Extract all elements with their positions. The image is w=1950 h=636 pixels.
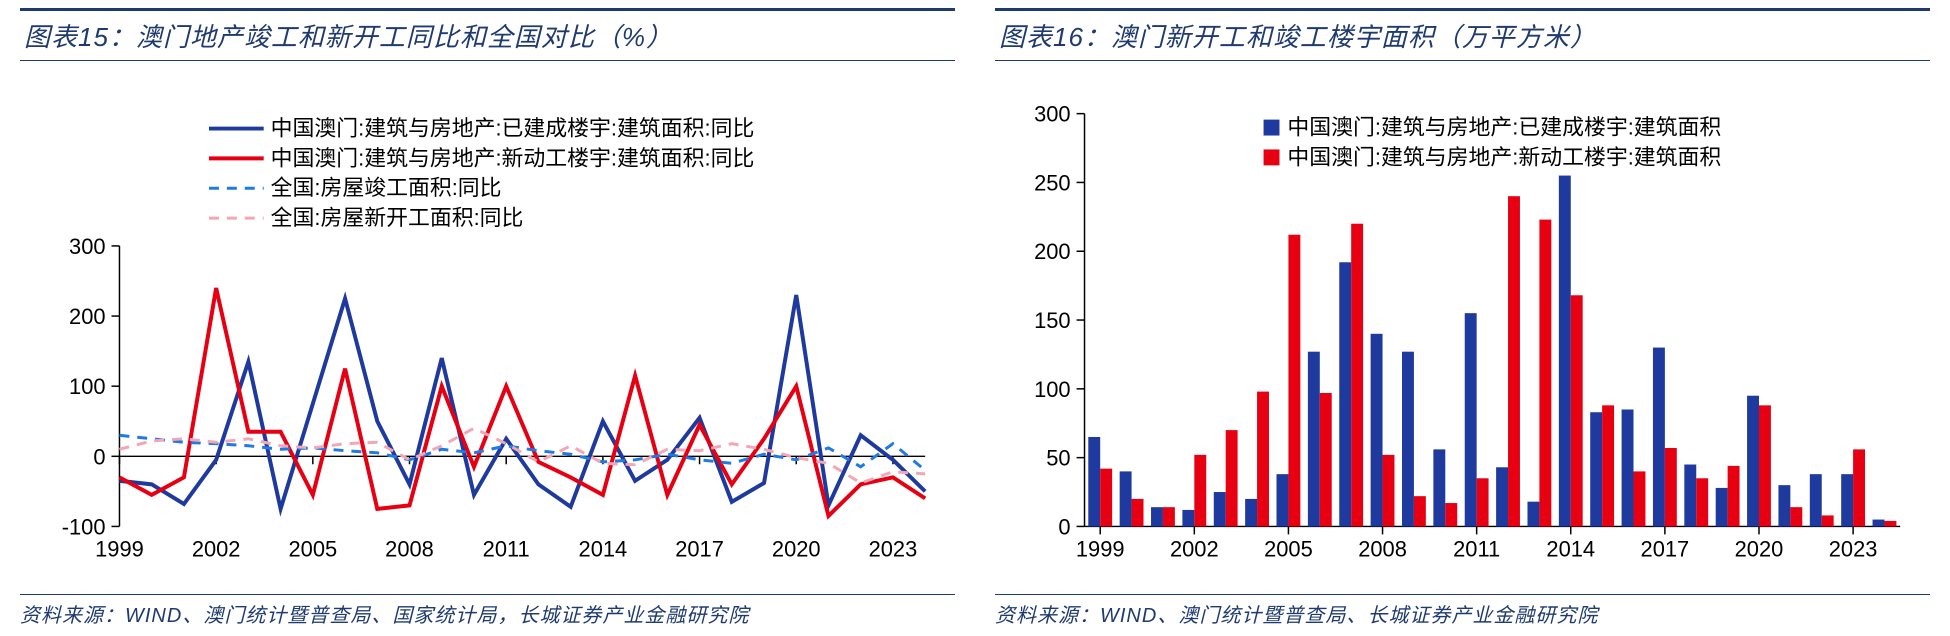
left-chart-title: 图表15：澳门地产竣工和新开工同比和全国对比（%） — [20, 8, 955, 61]
svg-text:0: 0 — [93, 444, 105, 469]
right-chart-area: 0 50 100 150 200 250 300 1999 2002 2005 2008 2011 20… — [995, 61, 1930, 594]
svg-text:2023: 2023 — [869, 536, 918, 561]
svg-text:全国:房屋竣工面积:同比: 全国:房屋竣工面积:同比 — [271, 175, 502, 200]
svg-text:2023: 2023 — [1829, 536, 1878, 561]
svg-text:2014: 2014 — [1546, 536, 1595, 561]
svg-text:50: 50 — [1046, 446, 1070, 471]
svg-text:2017: 2017 — [1641, 536, 1690, 561]
right-source: 资料来源：WIND、澳门统计暨普查局、长城证券产业金融研究院 — [995, 594, 1930, 628]
right-bar-chart: 0 50 100 150 200 250 300 1999 2002 2005 2008 2011 20… — [995, 61, 1930, 594]
svg-text:2008: 2008 — [1358, 536, 1407, 561]
svg-text:2014: 2014 — [579, 536, 628, 561]
svg-text:100: 100 — [1034, 377, 1071, 402]
svg-text:2011: 2011 — [483, 536, 530, 561]
svg-text:2005: 2005 — [288, 536, 337, 561]
right-chart-title: 图表16：澳门新开工和竣工楼宇面积（万平方米） — [995, 8, 1930, 61]
left-panel: 图表15：澳门地产竣工和新开工同比和全国对比（%） -1000100200300… — [0, 0, 975, 636]
svg-text:中国澳门:建筑与房地产:已建成楼宇:建筑面积: 中国澳门:建筑与房地产:已建成楼宇:建筑面积 — [1287, 115, 1721, 140]
svg-text:200: 200 — [1034, 239, 1071, 264]
svg-text:300: 300 — [1034, 102, 1071, 127]
svg-text:100: 100 — [69, 374, 106, 399]
svg-text:全国:房屋新开工面积:同比: 全国:房屋新开工面积:同比 — [271, 205, 524, 230]
svg-text:200: 200 — [69, 304, 106, 329]
svg-text:300: 300 — [69, 234, 106, 259]
svg-text:中国澳门:建筑与房地产:新动工楼宇:建筑面积:同比: 中国澳门:建筑与房地产:新动工楼宇:建筑面积:同比 — [271, 145, 755, 170]
svg-text:1999: 1999 — [95, 536, 144, 561]
svg-text:250: 250 — [1034, 170, 1071, 195]
svg-text:中国澳门:建筑与房地产:新动工楼宇:建筑面积: 中国澳门:建筑与房地产:新动工楼宇:建筑面积 — [1287, 144, 1721, 169]
svg-text:2011: 2011 — [1453, 536, 1500, 561]
left-line-chart: -100010020030019992002200520082011201420… — [20, 61, 955, 594]
svg-text:2005: 2005 — [1264, 536, 1313, 561]
svg-text:2020: 2020 — [772, 536, 821, 561]
right-panel: 图表16：澳门新开工和竣工楼宇面积（万平方米） 0 50 100 150 200 250 3… — [975, 0, 1950, 636]
svg-text:1999: 1999 — [1076, 536, 1125, 561]
svg-text:2017: 2017 — [675, 536, 724, 561]
svg-text:中国澳门:建筑与房地产:已建成楼宇:建筑面积:同比: 中国澳门:建筑与房地产:已建成楼宇:建筑面积:同比 — [271, 116, 755, 141]
svg-text:2002: 2002 — [192, 536, 241, 561]
left-source: 资料来源：WIND、澳门统计暨普查局、国家统计局，长城证券产业金融研究院 — [20, 594, 955, 628]
svg-text:150: 150 — [1034, 308, 1071, 333]
svg-text:2002: 2002 — [1170, 536, 1219, 561]
svg-text:2020: 2020 — [1735, 536, 1784, 561]
svg-text:2008: 2008 — [385, 536, 434, 561]
svg-text:0: 0 — [1058, 514, 1070, 539]
left-chart-area: -100010020030019992002200520082011201420… — [20, 61, 955, 594]
